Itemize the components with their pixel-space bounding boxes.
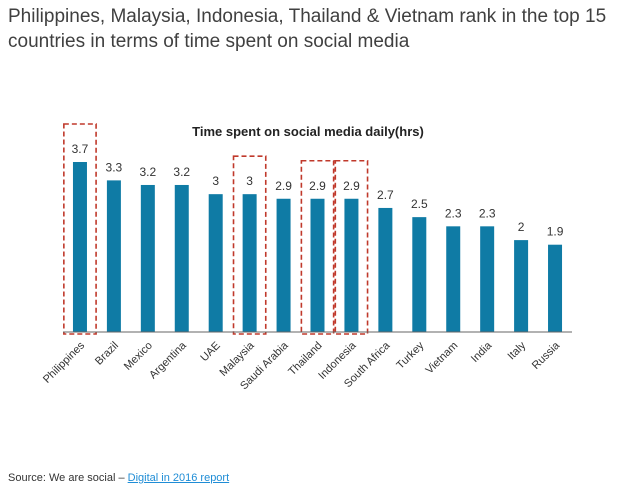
bar-saudi-arabia <box>276 198 291 332</box>
bar-brazil <box>106 180 121 332</box>
bar-malaysia <box>242 194 257 332</box>
bar-mexico <box>140 184 155 332</box>
value-label-mexico: 3.2 <box>139 165 156 179</box>
chart-title: Time spent on social media daily(hrs) <box>192 124 424 139</box>
value-label-italy: 2 <box>518 220 525 234</box>
tick-label-mexico: Mexico <box>122 340 155 373</box>
tick-label-brazil: Brazil <box>93 340 121 368</box>
tick-label-philippines: Philippines <box>41 339 87 385</box>
highlight-boxes <box>63 123 369 335</box>
bar-turkey <box>412 217 427 332</box>
highlight-box-malaysia <box>232 155 267 335</box>
value-label-argentina: 3.2 <box>173 165 190 179</box>
value-label-saudi-arabia: 2.9 <box>275 179 292 193</box>
bar-philippines <box>72 162 87 332</box>
bar-thailand <box>310 198 325 332</box>
bar-vietnam <box>446 226 461 332</box>
bar-italy <box>514 240 529 332</box>
source-prefix: Source: We are social – <box>8 472 128 484</box>
source-note: Source: We are social – Digital in 2016 … <box>8 472 229 484</box>
tick-label-italy: Italy <box>505 339 528 362</box>
tick-label-argentina: Argentina <box>147 339 189 381</box>
tick-label-uae: UAE <box>198 340 222 364</box>
value-label-brazil: 3.3 <box>106 160 123 174</box>
value-label-south-africa: 2.7 <box>377 188 394 202</box>
value-label-vietnam: 2.3 <box>445 206 462 220</box>
source-link[interactable]: Digital in 2016 report <box>127 472 230 484</box>
value-labels: 3.7 3.3 3.2 3.2 3 3 2.9 2.9 2.9 2.7 2.5 2.3 2.3 2 1.9 <box>72 142 564 239</box>
highlight-box-thailand <box>300 159 335 335</box>
tick-label-vietnam: Vietnam <box>423 340 460 377</box>
bar-south-africa <box>378 207 393 332</box>
highlight-box-philippines <box>63 123 97 335</box>
value-label-russia: 1.9 <box>547 225 564 239</box>
bar-indonesia <box>344 198 359 332</box>
highlight-box-indonesia <box>334 159 369 335</box>
bar-argentina <box>174 184 189 332</box>
value-label-thailand: 2.9 <box>309 179 326 193</box>
headline: Philippines, Malaysia, Indonesia, Thaila… <box>8 6 607 52</box>
value-label-malaysia: 3 <box>246 174 253 188</box>
value-label-uae: 3 <box>212 174 219 188</box>
value-label-philippines: 3.7 <box>72 142 89 156</box>
tick-label-turkey: Turkey <box>394 339 426 371</box>
bar-uae <box>208 194 223 332</box>
bars <box>72 162 563 332</box>
bar-russia <box>548 244 563 332</box>
value-label-india: 2.3 <box>479 206 496 220</box>
bar-india <box>480 226 495 332</box>
value-label-indonesia: 2.9 <box>343 179 360 193</box>
tick-label-russia: Russia <box>530 339 563 372</box>
tick-label-india: India <box>469 339 495 365</box>
value-label-turkey: 2.5 <box>411 197 428 211</box>
